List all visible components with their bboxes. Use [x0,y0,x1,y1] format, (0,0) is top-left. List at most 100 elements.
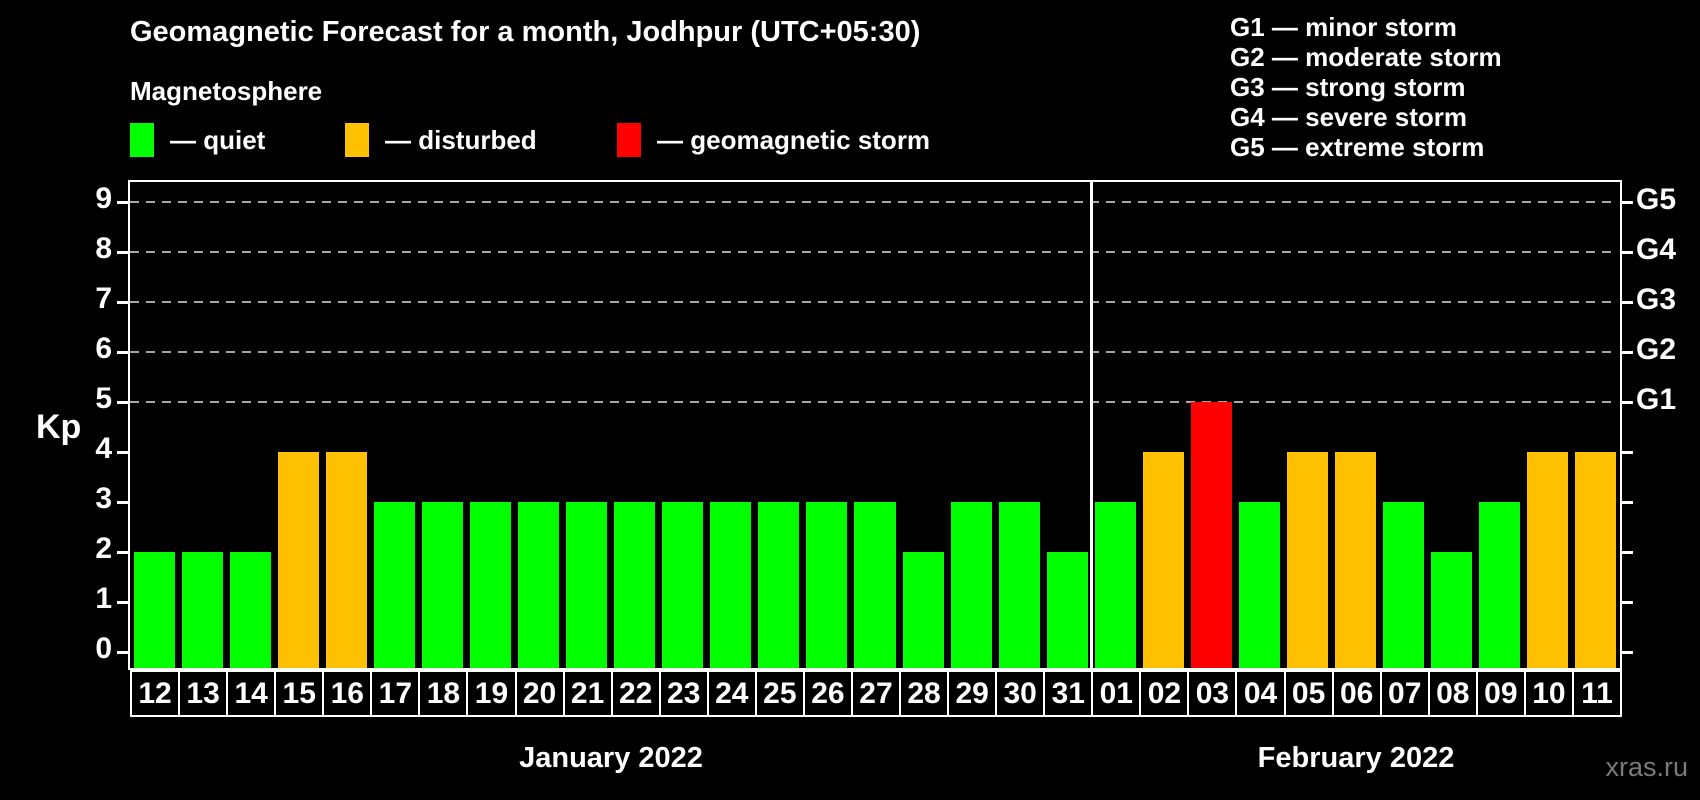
watermark: xras.ru [1605,752,1688,782]
kp-bar-jan-13 [181,552,223,668]
y-tick-label-6: 6 [95,332,112,365]
right-tick-kp4 [1622,451,1633,454]
y-tick-label-7: 7 [95,282,112,315]
right-axis-label-g5: G5 [1636,183,1677,216]
day-label-feb-03: 03 [1187,670,1238,717]
plot-frame [128,180,1622,670]
kp-bar-feb-07 [1383,502,1425,668]
kp-bar-feb-08 [1431,552,1473,668]
day-label-jan-25: 25 [754,670,805,717]
kp-bar-jan-31 [1046,552,1088,668]
day-label-feb-02: 02 [1139,670,1190,717]
day-label-jan-16: 16 [322,670,373,717]
day-label-jan-22: 22 [610,670,661,717]
day-label-jan-12: 12 [130,670,181,717]
right-tick-kp9 [1622,201,1633,204]
left-tick-kp7 [117,301,128,304]
left-tick-kp6 [117,351,128,354]
chart-title: Geomagnetic Forecast for a month, Jodhpu… [130,16,921,48]
y-tick-label-2: 2 [95,532,112,565]
y-axis-title: Kp [36,408,82,446]
y-tick-label-3: 3 [95,482,112,515]
left-tick-kp5 [117,401,128,404]
day-label-feb-08: 08 [1427,670,1478,717]
day-label-feb-10: 10 [1523,670,1574,717]
day-label-jan-17: 17 [370,670,421,717]
kp-bar-jan-26 [806,502,848,668]
kp-bar-jan-16 [325,452,367,668]
y-tick-label-8: 8 [95,232,112,265]
day-label-jan-18: 18 [418,670,469,717]
kp-bar-jan-23 [662,502,704,668]
right-tick-kp5 [1622,401,1633,404]
right-tick-kp7 [1622,301,1633,304]
gridline-kp7 [130,301,1618,303]
kp-bar-jan-28 [902,552,944,668]
day-label-feb-07: 07 [1379,670,1430,717]
left-tick-kp8 [117,251,128,254]
right-axis-label-g1: G1 [1636,383,1677,416]
kp-bar-jan-14 [229,552,271,668]
storm-scale-g3: G3 — strong storm [1230,72,1466,102]
kp-bar-jan-19 [469,502,511,668]
y-tick-label-5: 5 [95,382,112,415]
kp-bar-jan-30 [998,502,1040,668]
day-label-feb-04: 04 [1235,670,1286,717]
storm-scale-g4: G4 — severe storm [1230,102,1468,132]
month-label-february: February 2022 [1257,742,1455,774]
gridline-kp9 [130,201,1618,203]
day-label-feb-05: 05 [1283,670,1334,717]
kp-bar-jan-20 [518,502,560,668]
left-tick-kp1 [117,601,128,604]
month-label-january: January 2022 [519,742,703,774]
day-label-feb-01: 01 [1091,670,1142,717]
storm-scale-g5: G5 — extreme storm [1230,132,1485,162]
day-label-jan-13: 13 [178,670,229,717]
right-axis-label-g3: G3 [1636,283,1677,316]
y-tick-label-0: 0 [95,632,112,665]
day-label-jan-21: 21 [562,670,613,717]
kp-bar-feb-01 [1094,502,1136,668]
day-label-jan-20: 20 [514,670,565,717]
month-divider [1089,182,1093,668]
gridline-kp8 [130,251,1618,253]
right-axis-label-g4: G4 [1636,233,1677,266]
kp-bar-feb-11 [1575,452,1617,668]
day-label-jan-24: 24 [706,670,757,717]
kp-bar-jan-18 [421,502,463,668]
left-tick-kp0 [117,651,128,654]
day-label-feb-11: 11 [1571,670,1622,717]
kp-bar-jan-24 [710,502,752,668]
magnetosphere-label: Magnetosphere [130,76,323,106]
kp-bar-feb-03 [1190,402,1232,668]
kp-bar-jan-17 [373,502,415,668]
storm-color-swatch [617,123,641,157]
storm-label: — geomagnetic storm [657,124,931,155]
right-tick-kp0 [1622,651,1633,654]
day-label-jan-23: 23 [658,670,709,717]
y-tick-label-9: 9 [95,182,112,215]
kp-bar-jan-29 [950,502,992,668]
y-tick-label-1: 1 [95,582,112,615]
left-tick-kp4 [117,451,128,454]
gridline-kp6 [130,351,1618,353]
kp-bar-feb-02 [1142,452,1184,668]
left-tick-kp9 [117,201,128,204]
day-label-feb-09: 09 [1475,670,1526,717]
kp-bar-jan-12 [133,552,175,668]
kp-bar-feb-05 [1287,452,1329,668]
right-axis-label-g2: G2 [1636,333,1677,366]
day-label-jan-15: 15 [274,670,325,717]
day-label-jan-29: 29 [947,670,998,717]
legend-item-storm: — geomagnetic storm [617,123,930,157]
right-tick-kp6 [1622,351,1633,354]
quiet-color-swatch [130,123,154,157]
kp-bar-jan-25 [758,502,800,668]
storm-scale-g2: G2 — moderate storm [1230,42,1502,72]
right-tick-kp1 [1622,601,1633,604]
day-label-jan-19: 19 [466,670,517,717]
day-label-feb-06: 06 [1331,670,1382,717]
y-tick-label-4: 4 [95,432,112,465]
kp-bar-feb-10 [1527,452,1569,668]
right-tick-kp3 [1622,501,1633,504]
